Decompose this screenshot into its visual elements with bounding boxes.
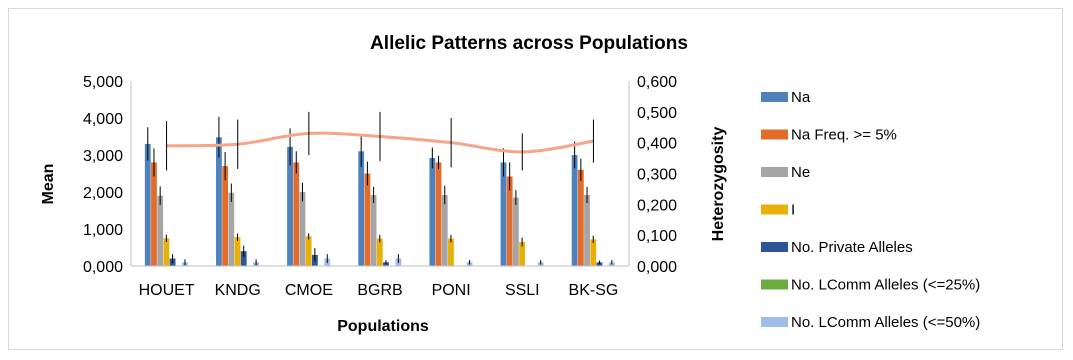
axes-layer [130,81,630,267]
x-axis-title: Populations [337,318,429,335]
bar-0-3 [358,151,365,266]
legend-label-6: No. LComm Alleles (<=50%) [791,314,980,331]
y-tick-label: 1,000 [83,222,123,239]
x-tick-label: HOUET [139,282,195,299]
legend-label-3: I [791,202,795,219]
x-tick-label: KNDG [215,282,261,299]
y2-tick-label: 0,300 [637,167,677,184]
heterozygosity-line-layer [166,111,594,171]
legend-swatch-0 [761,92,788,102]
chart-frame: Allelic Patterns across Populations 0,00… [8,8,1063,350]
bar-2-5 [512,197,519,266]
x-tick-label: BGRB [357,282,402,299]
y-axis-title: Mean [40,164,57,205]
bar-1-5 [506,176,513,266]
legend-swatch-6 [761,317,788,327]
bar-3-3 [376,238,383,266]
legend-label-1: Na Freq. >= 5% [791,127,897,144]
error-bars-layer [147,116,613,266]
bar-1-6 [577,169,584,266]
legend-label-0: Na [791,89,811,106]
bar-3-5 [519,241,525,266]
bar-1-2 [293,162,300,266]
y2-tick-label: 0,400 [637,136,677,153]
bar-1-4 [435,162,442,266]
x-tick-label: PONI [432,282,471,299]
legend-label-4: No. Private Alleles [791,239,913,256]
bar-2-0 [157,195,164,266]
bar-0-4 [429,157,436,266]
chart-title: Allelic Patterns across Populations [370,33,688,54]
bar-4-1 [240,251,247,266]
bar-2-3 [370,194,377,266]
bar-0-2 [287,146,293,266]
bar-3-1 [234,237,241,266]
y-tick-label: 5,000 [83,74,123,91]
y2-axis-title: Heterozygosity [710,127,727,242]
legend-swatch-3 [761,204,788,215]
y2-tick-label: 0,500 [637,105,677,122]
legend-swatch-5 [761,279,788,290]
legend-label-2: Ne [791,164,810,181]
legend-swatch-2 [761,167,788,177]
y2-tick-label: 0,000 [637,259,677,276]
y-tick-label: 4,000 [83,111,123,128]
y2-tick-label: 0,600 [637,74,677,91]
bar-2-2 [299,192,306,266]
chart-svg: Allelic Patterns across Populations 0,00… [40,33,980,335]
y2-tick-label: 0,200 [637,197,677,214]
bar-1-1 [222,166,229,266]
legend: Na Na Freq. >= 5% Ne I No. Private Alleles No… [761,89,980,331]
x-tick-label: SSLI [505,282,540,299]
bar-1-0 [151,162,157,266]
bar-0-6 [571,155,578,266]
bar-2-1 [228,192,235,266]
bar-3-2 [305,236,312,266]
tick-labels-layer: 0,000 1,000 2,000 3,000 4,000 5,000 0,000 0,100… [83,74,677,299]
bar-0-1 [216,137,222,266]
x-tick-label: CMOE [285,282,333,299]
bar-2-6 [584,194,590,266]
bar-3-6 [590,239,597,266]
bar-3-0 [163,238,170,266]
x-tick-label: BK-SG [569,282,619,299]
legend-swatch-4 [761,242,788,252]
bar-2-4 [441,194,448,266]
bar-0-5 [500,162,507,266]
y-tick-label: 2,000 [83,185,123,202]
bar-3-4 [448,238,454,266]
legend-label-5: No. LComm Alleles (<=25%) [791,277,980,294]
y2-tick-label: 0,100 [637,228,677,245]
bar-0-0 [144,143,151,266]
y-tick-label: 0,000 [83,259,123,276]
y-tick-label: 3,000 [83,148,123,165]
legend-swatch-1 [761,129,788,140]
bar-1-3 [364,173,371,266]
